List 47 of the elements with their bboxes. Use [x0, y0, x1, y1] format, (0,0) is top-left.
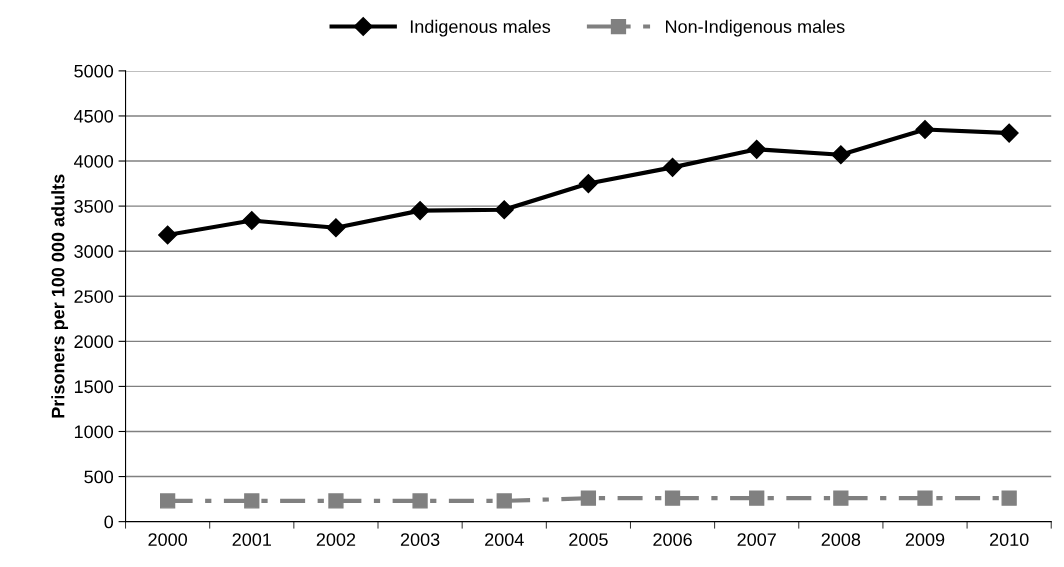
y-tick-label: 3500 [74, 200, 114, 213]
y-tick-label: 2000 [74, 335, 114, 349]
point [831, 145, 851, 165]
y-tick-label: 5000 [74, 64, 114, 78]
point [747, 139, 767, 159]
x-tick-label: 2009 [905, 533, 945, 547]
point [244, 493, 260, 509]
y-tick-label: 4000 [74, 154, 114, 168]
point [328, 493, 344, 509]
y-tick-label: 3000 [74, 245, 114, 258]
point [412, 493, 428, 509]
x-tick-label: 2000 [148, 533, 188, 547]
point [999, 123, 1019, 143]
x-tick-label: 2003 [400, 533, 440, 547]
point [158, 225, 178, 245]
point [664, 490, 681, 506]
legend-label: Indigenous males [410, 19, 551, 37]
y-tick-label: 2500 [74, 290, 114, 303]
point [749, 490, 765, 506]
point [159, 493, 176, 509]
x-tick-label: 2010 [989, 533, 1029, 547]
point [494, 200, 514, 220]
point [578, 174, 598, 194]
x-tick-label: 2004 [485, 533, 524, 547]
x-tick-label: 2007 [737, 533, 776, 547]
point [917, 490, 933, 506]
x-tick-label: 2008 [821, 533, 861, 547]
x-tick-label: 2002 [316, 533, 356, 547]
y-tick-label: 0 [104, 515, 114, 529]
y-tick-label: 1000 [74, 425, 114, 439]
point [1001, 490, 1017, 506]
y-tick-label: 1500 [74, 380, 114, 394]
point [496, 493, 512, 509]
y-tick-label: 4500 [74, 109, 114, 123]
x-tick-label: 2006 [653, 533, 692, 547]
point [833, 490, 849, 506]
y-axis-title: Prisoners per 100 000 adults [51, 174, 69, 418]
y-tick-label: 500 [84, 470, 114, 484]
point [326, 218, 346, 238]
point [410, 201, 430, 221]
x-tick-label: 2005 [569, 533, 608, 547]
point [242, 210, 262, 231]
x-tick-label: 2001 [232, 533, 271, 547]
legend-label: Non-Indigenous males [666, 19, 845, 37]
point [663, 157, 683, 177]
point [915, 119, 935, 140]
point [580, 490, 597, 506]
